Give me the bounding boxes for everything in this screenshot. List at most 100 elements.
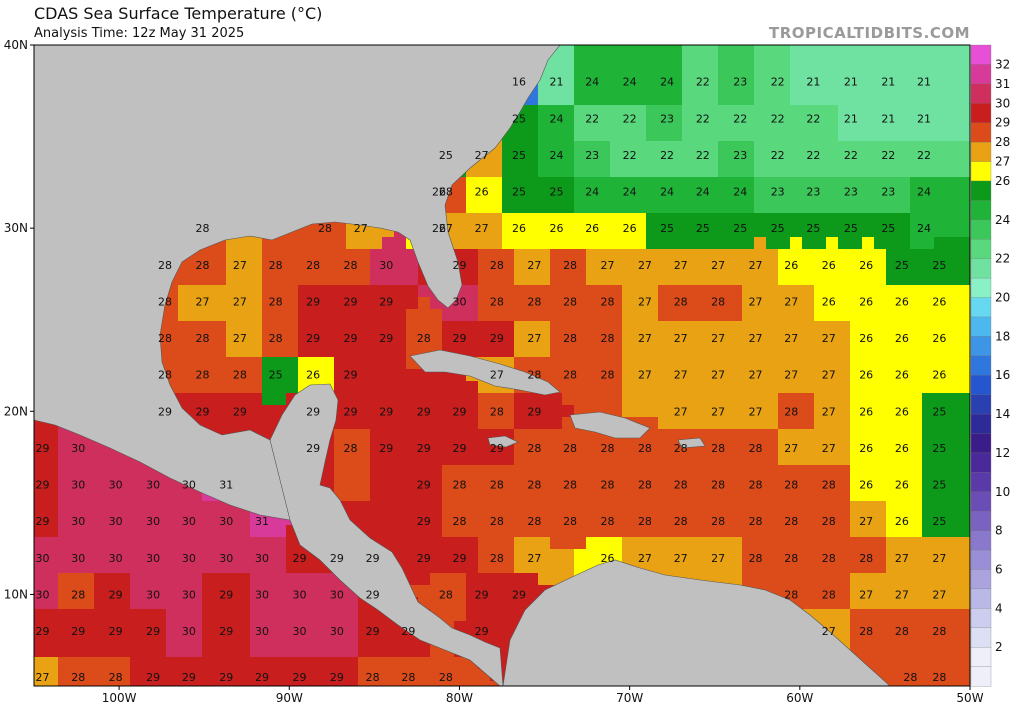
sst-value-label: 29 <box>219 625 233 638</box>
sst-cell <box>622 165 635 178</box>
sst-cell <box>334 297 347 310</box>
sst-cell <box>538 549 551 562</box>
sst-value-label: 27 <box>439 222 453 235</box>
sst-value-label: 30 <box>292 588 306 601</box>
sst-cell <box>406 297 419 310</box>
sst-cell <box>658 69 671 82</box>
sst-cell <box>730 357 743 370</box>
sst-cell <box>466 669 479 682</box>
sst-cell <box>94 597 107 610</box>
sst-cell <box>562 549 575 562</box>
sst-cell <box>946 321 959 334</box>
sst-cell <box>658 453 671 466</box>
sst-cell <box>286 261 299 274</box>
sst-cell <box>886 405 899 418</box>
sst-cell <box>586 333 599 346</box>
sst-cell <box>850 345 863 358</box>
sst-cell <box>946 105 959 118</box>
sst-cell <box>238 549 251 562</box>
sst-cell <box>874 609 887 622</box>
sst-cell <box>154 489 167 502</box>
sst-cell <box>718 201 731 214</box>
sst-cell <box>430 417 443 430</box>
sst-cell <box>166 573 179 586</box>
sst-cell <box>274 633 287 646</box>
sst-cell <box>550 357 563 370</box>
sst-value-label: 27 <box>638 332 652 345</box>
sst-cell <box>490 525 503 538</box>
sst-cell <box>574 513 587 526</box>
colorbar-swatch <box>970 569 992 590</box>
sst-cell <box>154 573 167 586</box>
sst-cell <box>310 681 323 686</box>
sst-cell <box>334 261 347 274</box>
sst-cell <box>610 249 623 262</box>
sst-cell <box>382 465 395 478</box>
sst-cell <box>958 117 970 130</box>
sst-cell <box>538 285 551 298</box>
sst-cell <box>82 561 95 574</box>
sst-cell <box>358 645 371 658</box>
sst-cell <box>946 537 959 550</box>
sst-cell <box>538 501 551 514</box>
sst-cell <box>394 237 407 250</box>
sst-cell <box>718 381 731 394</box>
sst-cell <box>406 309 419 322</box>
sst-cell <box>898 657 911 670</box>
sst-cell <box>214 657 227 670</box>
sst-cell <box>850 537 863 550</box>
sst-cell <box>178 285 191 298</box>
sst-cell <box>70 645 83 658</box>
sst-cell <box>934 165 947 178</box>
sst-cell <box>634 357 647 370</box>
sst-cell <box>694 249 707 262</box>
sst-cell <box>754 321 767 334</box>
colorbar-label: 10 <box>995 485 1010 499</box>
sst-cell <box>766 153 779 166</box>
sst-cell <box>550 165 563 178</box>
sst-cell <box>802 153 815 166</box>
sst-cell <box>934 201 947 214</box>
sst-cell <box>538 345 551 358</box>
sst-cell <box>826 81 839 94</box>
sst-cell <box>574 333 587 346</box>
sst-cell <box>838 153 851 166</box>
sst-cell <box>706 249 719 262</box>
sst-cell <box>850 153 863 166</box>
sst-cell <box>862 93 875 106</box>
sst-cell <box>550 561 563 574</box>
sst-cell <box>262 381 275 394</box>
sst-cell <box>862 105 875 118</box>
sst-cell <box>598 513 611 526</box>
sst-value-label: 23 <box>771 186 785 199</box>
sst-value-label: 30 <box>330 588 344 601</box>
sst-cell <box>598 453 611 466</box>
sst-cell <box>802 333 815 346</box>
sst-cell <box>682 285 695 298</box>
sst-cell <box>670 453 683 466</box>
sst-cell <box>550 453 563 466</box>
sst-cell <box>766 573 779 586</box>
sst-cell <box>826 309 839 322</box>
sst-cell <box>394 513 407 526</box>
sst-cell <box>322 249 335 262</box>
sst-cell <box>910 285 923 298</box>
sst-cell <box>598 501 611 514</box>
sst-cell <box>778 477 791 490</box>
sst-cell <box>550 69 563 82</box>
sst-cell <box>682 477 695 490</box>
sst-cell <box>526 453 539 466</box>
sst-cell <box>670 393 683 406</box>
sst-cell <box>946 309 959 322</box>
sst-cell <box>514 261 527 274</box>
sst-cell <box>346 321 359 334</box>
sst-cell <box>814 141 827 154</box>
sst-cell <box>766 177 779 190</box>
sst-cell <box>658 81 671 94</box>
sst-cell <box>610 165 623 178</box>
sst-cell <box>502 561 515 574</box>
sst-cell <box>94 549 107 562</box>
sst-cell <box>562 165 575 178</box>
sst-cell <box>706 189 719 202</box>
sst-cell <box>214 393 227 406</box>
